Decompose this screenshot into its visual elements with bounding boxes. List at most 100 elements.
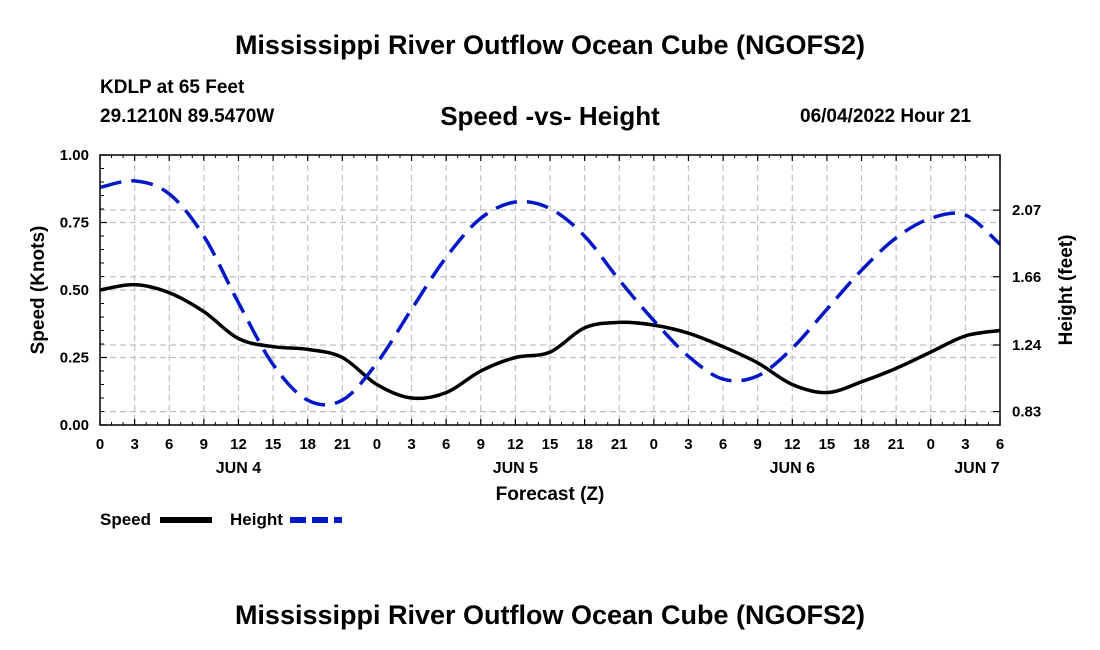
speed-point xyxy=(825,391,828,394)
height-point xyxy=(272,363,275,366)
x-tick-label: 15 xyxy=(265,436,282,453)
x-tick-label: 3 xyxy=(961,436,969,453)
day-label: JUN 7 xyxy=(954,460,999,477)
height-point xyxy=(306,399,309,402)
tick-marks xyxy=(99,154,1001,426)
height-point xyxy=(375,361,378,364)
height-point xyxy=(583,235,586,238)
speed-point xyxy=(964,334,967,337)
height-point xyxy=(133,179,136,182)
x-tick-label: 21 xyxy=(888,436,905,453)
y-tick-label: 0.50 xyxy=(60,282,89,299)
y-tick-label: 0.75 xyxy=(60,215,89,232)
height-point xyxy=(410,308,413,311)
x-tick-label: 0 xyxy=(650,436,658,453)
height-point xyxy=(687,355,690,358)
speed-point xyxy=(929,351,932,354)
speed-point xyxy=(168,291,171,294)
speed-point xyxy=(306,348,309,351)
legend: Speed Height xyxy=(100,510,342,529)
height-point xyxy=(514,201,517,204)
speed-point xyxy=(618,321,621,324)
x-axis-title: Forecast (Z) xyxy=(496,484,605,505)
x-tick-label: 6 xyxy=(996,436,1004,453)
page-title: Mississippi River Outflow Ocean Cube (NG… xyxy=(234,30,866,60)
station-coordinates: 29.1210N 89.5470W xyxy=(100,106,275,127)
x-tick-label: 21 xyxy=(611,436,628,453)
forecast-datetime: 06/04/2022 Hour 21 xyxy=(800,106,972,127)
height-point xyxy=(202,235,205,238)
speed-series-line xyxy=(99,282,1001,401)
legend-label-height: Height xyxy=(230,510,283,529)
speed-point xyxy=(445,391,448,394)
y2-tick-label: 2.07 xyxy=(1012,202,1041,219)
x-tick-label: 18 xyxy=(853,436,870,453)
x-tick-label: 6 xyxy=(442,436,450,453)
speed-point xyxy=(514,356,517,359)
height-point xyxy=(479,217,482,220)
page-title-bottom: Mississippi River Outflow Ocean Cube (NG… xyxy=(234,600,866,630)
speed-point xyxy=(479,370,482,373)
x-tick-label: 21 xyxy=(334,436,351,453)
height-point xyxy=(341,399,344,402)
series-lines xyxy=(99,179,1002,407)
legend-label-speed: Speed xyxy=(100,510,151,529)
height-point xyxy=(895,236,898,239)
chart-subtitle: Speed -vs- Height xyxy=(440,101,660,131)
y-tick-label: 0.25 xyxy=(60,350,89,367)
height-point xyxy=(168,192,171,195)
x-tick-label: 12 xyxy=(507,436,524,453)
day-label: JUN 5 xyxy=(493,460,538,477)
x-tick-label: 0 xyxy=(96,436,104,453)
y2-tick-label: 1.66 xyxy=(1012,269,1041,286)
x-tick-label: 3 xyxy=(684,436,692,453)
y-tick-label: 0.00 xyxy=(60,417,89,434)
speed-point xyxy=(272,345,275,348)
x-tick-label: 12 xyxy=(784,436,801,453)
height-point xyxy=(722,378,725,381)
x-tick-label: 6 xyxy=(719,436,727,453)
speed-point xyxy=(202,310,205,313)
x-tick-label: 12 xyxy=(230,436,247,453)
day-label: JUN 4 xyxy=(216,460,261,477)
speed-point xyxy=(687,332,690,335)
speed-point xyxy=(375,383,378,386)
y-axis-title: Speed (Knots) xyxy=(28,226,49,355)
day-label: JUN 6 xyxy=(770,460,815,477)
grid xyxy=(100,155,1000,425)
height-point xyxy=(791,347,794,350)
x-tick-label: 18 xyxy=(576,436,593,453)
speed-point xyxy=(549,351,552,354)
y-tick-label: 1.00 xyxy=(60,147,89,164)
height-point xyxy=(860,269,863,272)
height-point xyxy=(929,217,932,220)
x-tick-label: 15 xyxy=(542,436,559,453)
x-tick-label: 15 xyxy=(819,436,836,453)
speed-point xyxy=(341,356,344,359)
speed-point xyxy=(895,367,898,370)
x-tick-label: 3 xyxy=(407,436,415,453)
height-point xyxy=(652,319,655,322)
speed-point xyxy=(410,397,413,400)
y2-axis-title: Height (feet) xyxy=(1056,235,1077,346)
x-tick-label: 9 xyxy=(477,436,485,453)
x-tick-label: 0 xyxy=(373,436,381,453)
height-point xyxy=(618,279,621,282)
x-tick-label: 6 xyxy=(165,436,173,453)
axis-labels: 0 3 6 9 12 15 18 21 0 3 6 9 12 15 18 21 0 3 6 9 12 15 18 21 0 3 60… xyxy=(28,147,1077,505)
speed-point xyxy=(583,326,586,329)
x-tick-label: 3 xyxy=(130,436,138,453)
x-tick-label: 9 xyxy=(200,436,208,453)
height-point xyxy=(756,374,759,377)
y2-tick-label: 0.83 xyxy=(1012,404,1041,421)
station-label: KDLP at 65 Feet xyxy=(100,77,245,98)
speed-point xyxy=(722,345,725,348)
y2-tick-label: 1.24 xyxy=(1012,337,1042,354)
speed-point xyxy=(133,283,136,286)
height-point xyxy=(549,207,552,210)
x-tick-label: 0 xyxy=(927,436,935,453)
x-tick-label: 18 xyxy=(299,436,316,453)
speed-point xyxy=(756,361,759,364)
height-point xyxy=(825,308,828,311)
height-series-line xyxy=(99,179,1002,407)
